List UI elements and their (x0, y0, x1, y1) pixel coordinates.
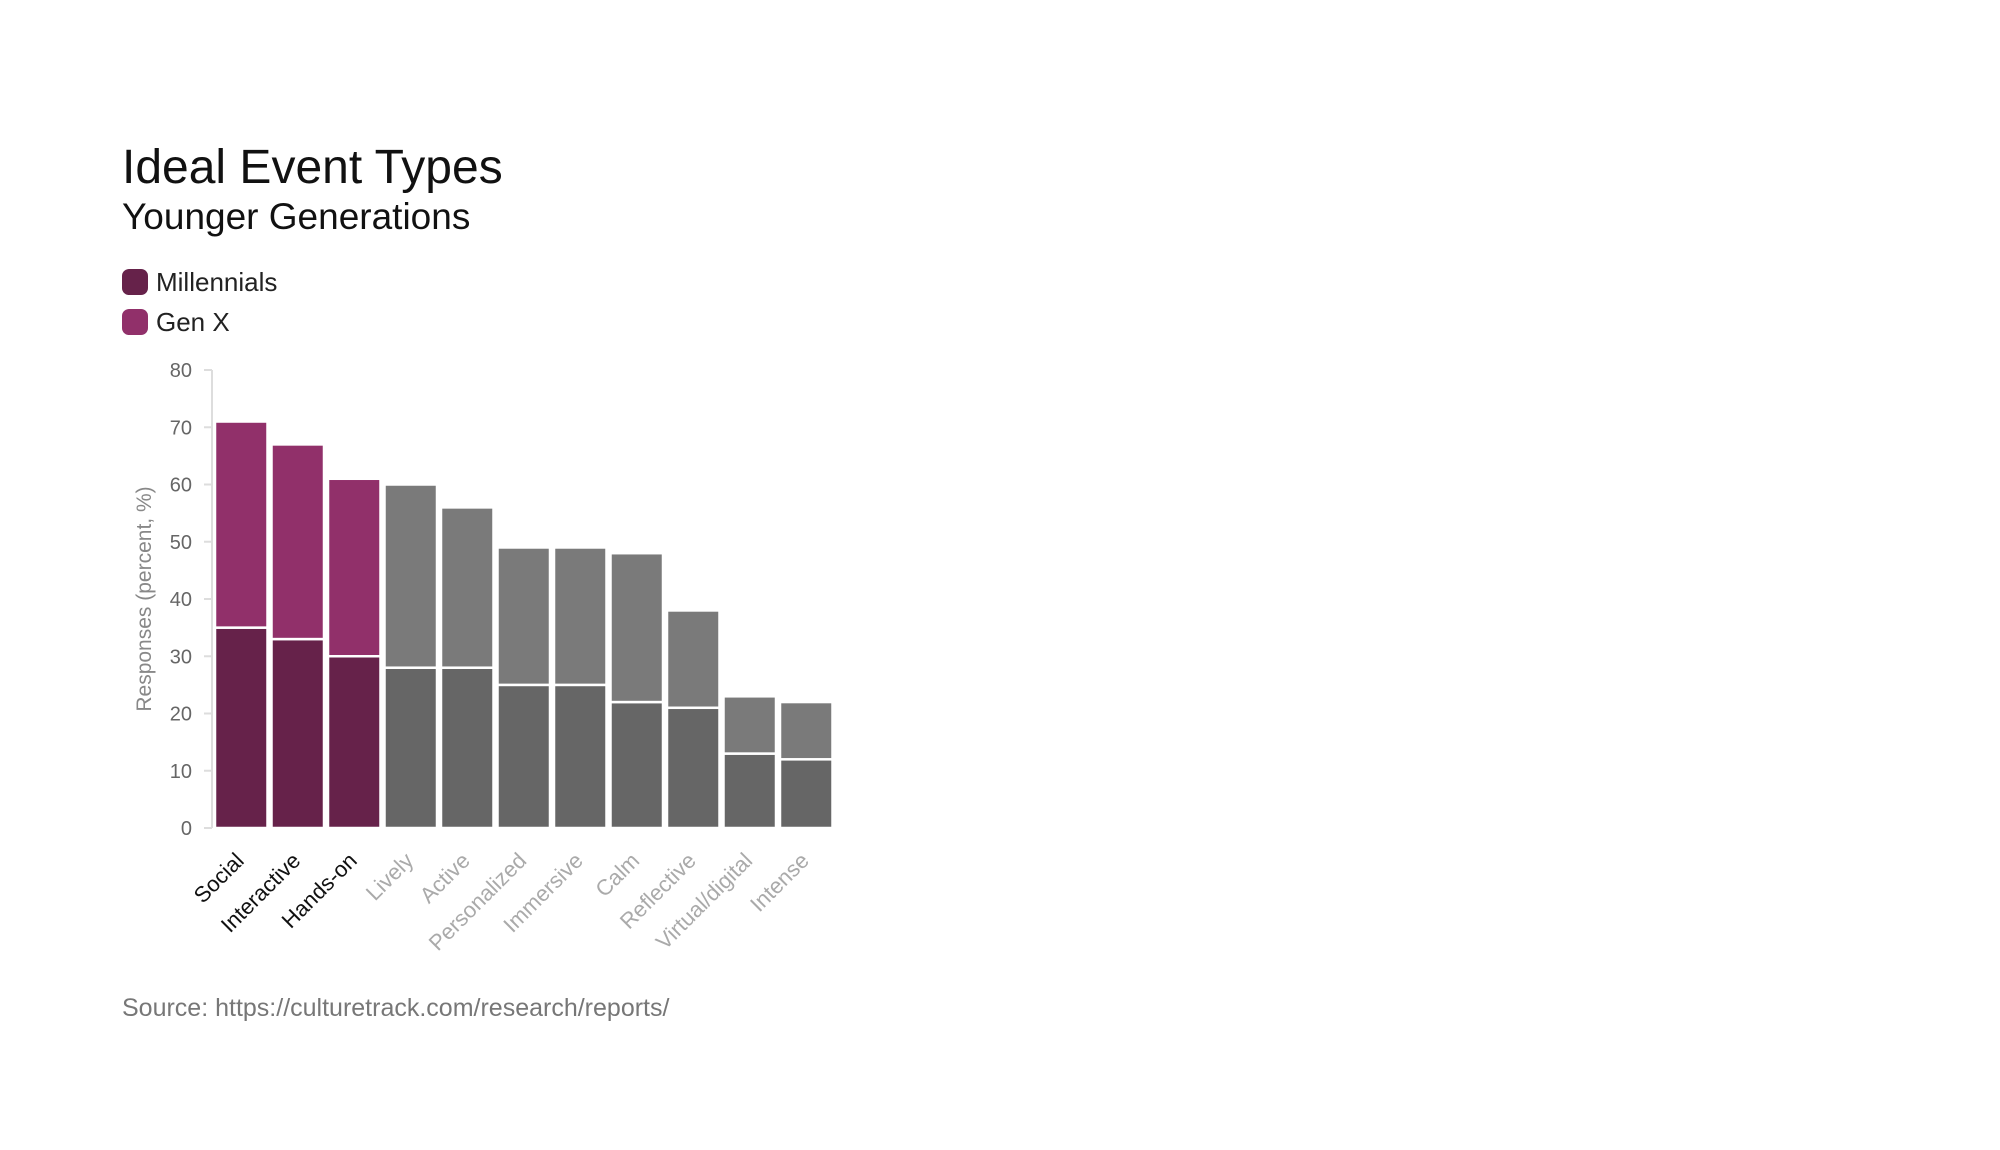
y-tick-label-10: 10 (170, 761, 192, 783)
y-tick-label-20: 20 (170, 704, 192, 726)
bar-interactive-millennials (270, 637, 326, 830)
bar-personalized-gen-x (496, 546, 552, 687)
legend-swatch-millennials (122, 269, 148, 295)
y-tick-label-0: 0 (181, 818, 192, 840)
bar-intense-millennials (778, 758, 834, 830)
bar-lively-gen-x (383, 483, 439, 669)
x-tick-label-lively: Lively (361, 848, 418, 905)
y-tick-label-50: 50 (170, 532, 192, 554)
x-tick-label-intense: Intense (745, 848, 814, 917)
bar-virtual-digital-gen-x (722, 695, 778, 755)
bar-personalized-millennials (496, 683, 552, 830)
bar-hands-on-gen-x (326, 477, 382, 658)
legend-swatch-gen-x (122, 309, 148, 335)
y-axis-title: Responses (percent, %) (133, 486, 156, 711)
legend: Millennials Gen X (122, 262, 277, 342)
bar-social-gen-x (213, 420, 269, 629)
y-tick-label-70: 70 (170, 417, 192, 439)
bar-intense-gen-x (778, 700, 834, 761)
bar-social-millennials (213, 626, 269, 830)
chart-title: Ideal Event Types (122, 141, 503, 194)
bar-calm-gen-x (609, 551, 665, 704)
y-tick-label-40: 40 (170, 589, 192, 611)
bar-reflective-millennials (665, 706, 721, 830)
bar-hands-on-millennials (326, 655, 382, 830)
legend-item-millennials[interactable]: Millennials (122, 262, 277, 302)
bar-interactive-gen-x (270, 443, 326, 641)
bar-active-gen-x (439, 506, 495, 669)
legend-item-gen-x[interactable]: Gen X (122, 302, 277, 342)
bar-virtual-digital-millennials (722, 752, 778, 830)
legend-label-gen-x: Gen X (156, 306, 230, 337)
bar-lively-millennials (383, 666, 439, 830)
y-tick-label-80: 80 (170, 360, 192, 382)
bar-active-millennials (439, 666, 495, 830)
y-tick-label-60: 60 (170, 475, 192, 497)
legend-label-millennials: Millennials (156, 266, 278, 297)
y-tick-label-30: 30 (170, 646, 192, 668)
source-note: Source: https://culturetrack.com/researc… (122, 994, 670, 1022)
bar-immersive-millennials (552, 683, 608, 830)
bar-reflective-gen-x (665, 609, 721, 710)
bar-immersive-gen-x (552, 546, 608, 687)
bar-calm-millennials (609, 700, 665, 830)
chart-subtitle: Younger Generations (122, 196, 471, 237)
